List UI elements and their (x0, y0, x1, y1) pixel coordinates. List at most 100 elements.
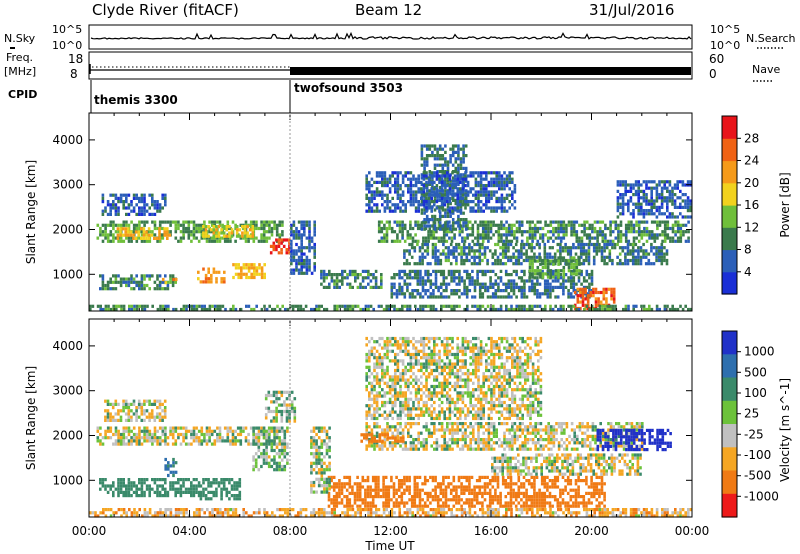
heatmap-cell (585, 249, 588, 253)
heatmap-cell (525, 307, 529, 312)
heatmap-cell (658, 180, 661, 184)
heatmap-cell (153, 200, 157, 204)
heatmap-cell (283, 445, 287, 449)
heatmap-cell (388, 206, 392, 210)
heatmap-cell (650, 212, 653, 216)
heatmap-cell (451, 154, 455, 158)
heatmap-cell (452, 276, 456, 280)
heatmap-cell (449, 202, 452, 206)
heatmap-cell (374, 282, 378, 286)
heatmap-cell (200, 223, 204, 227)
heatmap-cell (431, 475, 435, 479)
heatmap-cell (295, 249, 298, 253)
heatmap-cell (429, 230, 433, 234)
heatmap-cell (116, 233, 120, 237)
heatmap-cell (572, 269, 576, 273)
heatmap-cell (167, 461, 170, 465)
heatmap-cell (272, 400, 276, 404)
heatmap-cell (366, 475, 370, 479)
heatmap-cell (436, 255, 440, 259)
heatmap-cell (156, 442, 159, 446)
heatmap-cell (148, 402, 151, 406)
heatmap-cell (140, 490, 144, 494)
heatmap-cell (119, 490, 123, 494)
heatmap-cell (285, 403, 289, 407)
heatmap-cell (234, 307, 238, 312)
heatmap-cell (272, 241, 276, 245)
heatmap-cell (469, 187, 472, 191)
heatmap-cell (507, 285, 511, 289)
heatmap-cell (440, 203, 444, 207)
heatmap-cell (322, 285, 326, 289)
heatmap-cell (442, 236, 446, 240)
heatmap-cell (533, 272, 537, 276)
freq-panel-frame (88, 51, 693, 80)
heatmap-cell (626, 258, 630, 263)
heatmap-cell (607, 287, 611, 291)
heatmap-cell (412, 200, 415, 204)
heatmap-cell (523, 285, 526, 289)
heatmap-cell (405, 488, 409, 492)
heatmap-cell (427, 180, 431, 184)
heatmap-cell (474, 184, 478, 188)
heatmap-cell (585, 304, 589, 308)
heatmap-cell (174, 277, 178, 282)
heatmap-cell (370, 200, 374, 204)
heatmap-cell (603, 246, 606, 250)
heatmap-cell (171, 283, 175, 288)
heatmap-cell (456, 187, 459, 191)
heatmap-cell (208, 220, 211, 224)
heatmap-cell (119, 283, 123, 288)
heatmap-cell (436, 218, 439, 222)
heatmap-cell (423, 491, 427, 495)
heatmap-cell (433, 224, 437, 228)
heatmap-cell (439, 485, 443, 489)
heatmap-cell (101, 280, 105, 284)
heatmap-cell (242, 429, 245, 433)
heatmap-cell (207, 484, 210, 488)
heatmap-cell (292, 268, 296, 272)
heatmap-cell (153, 432, 157, 437)
heatmap-cell (464, 174, 467, 178)
heatmap-cell (554, 304, 557, 308)
heatmap-cell (457, 246, 461, 250)
heatmap-cell (275, 445, 279, 449)
heatmap-cell (405, 262, 409, 266)
heatmap-cell (465, 255, 469, 259)
heatmap-cell (679, 212, 682, 216)
heatmap-cell (621, 202, 625, 206)
heatmap-cell (396, 180, 400, 184)
heatmap-cell (220, 490, 223, 494)
heatmap-cell (629, 189, 633, 193)
heatmap-cell (504, 255, 508, 259)
heatmap-cell (102, 307, 105, 312)
heatmap-cell (456, 177, 459, 181)
heatmap-cell (504, 269, 508, 273)
heatmap-cell (510, 233, 514, 237)
heatmap-cell (644, 255, 648, 259)
heatmap-cell (434, 282, 438, 286)
heatmap-cell (224, 307, 227, 312)
heatmap-cell (637, 186, 640, 190)
heatmap-cell (418, 498, 422, 502)
heatmap-cell (137, 230, 140, 234)
heatmap-cell (179, 442, 183, 446)
heatmap-cell (377, 495, 380, 499)
heatmap-cell (549, 269, 553, 273)
heatmap-cell (423, 211, 426, 215)
heatmap-cell (255, 432, 258, 437)
heatmap-cell (143, 200, 146, 204)
heatmap-cell (446, 171, 449, 175)
heatmap-cell (364, 479, 367, 483)
heatmap-cell (278, 461, 281, 465)
heatmap-cell (305, 271, 309, 275)
heatmap-cell (278, 233, 282, 237)
heatmap-cell (358, 495, 362, 499)
heatmap-cell (96, 439, 100, 443)
heatmap-cell (421, 504, 424, 508)
heatmap-cell (138, 220, 141, 224)
heatmap-cell (112, 481, 115, 485)
heatmap-cell (457, 147, 460, 151)
heatmap-cell (472, 193, 475, 197)
heatmap-cell (395, 292, 399, 296)
